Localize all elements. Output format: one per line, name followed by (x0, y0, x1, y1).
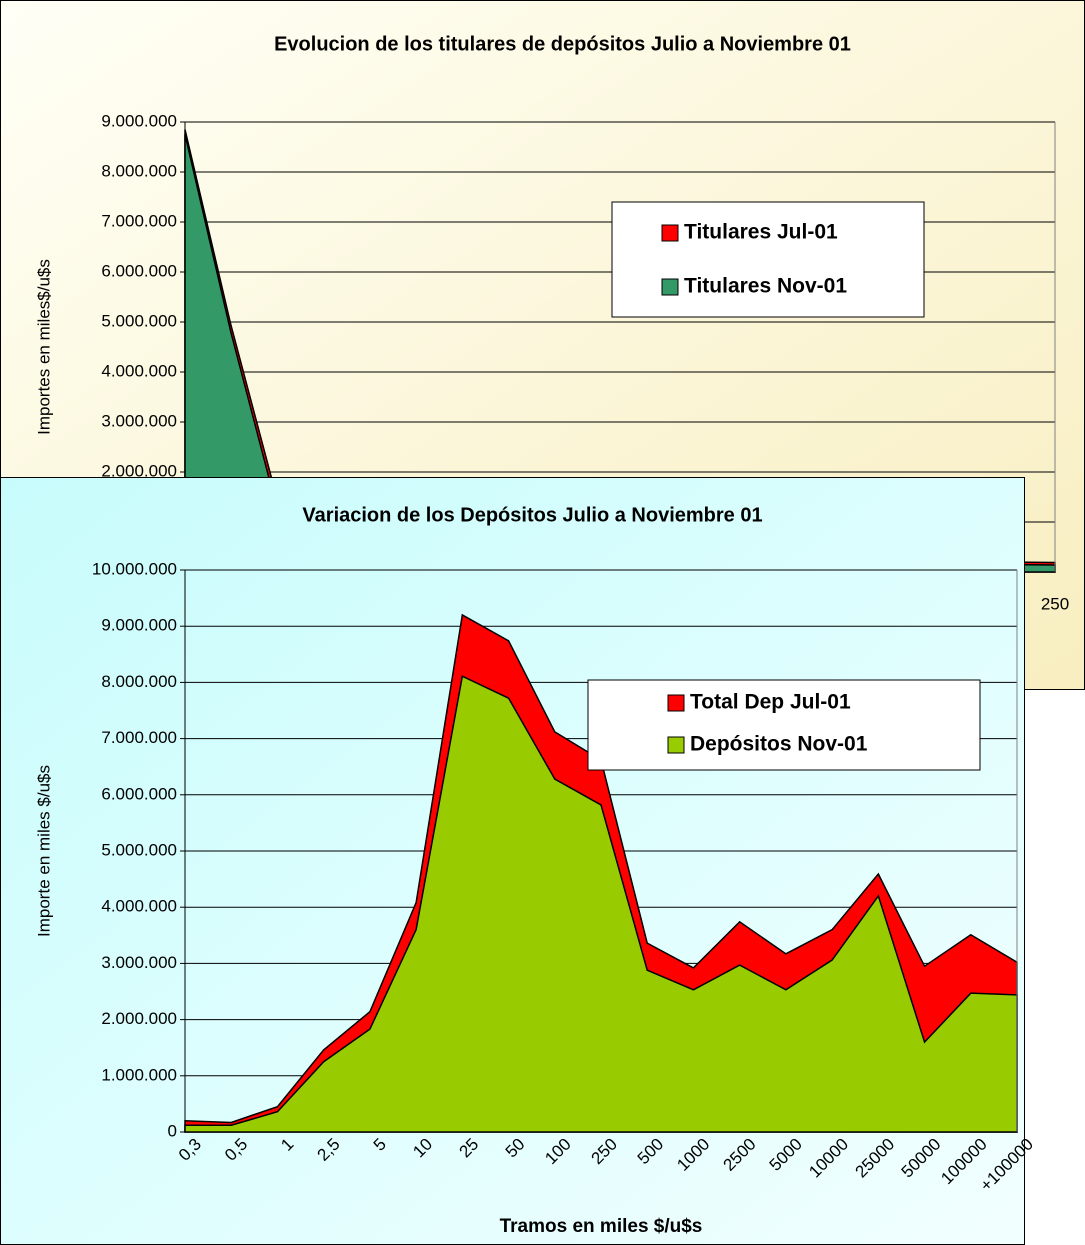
x-axis-title: Tramos en miles $/u$s (500, 1216, 703, 1237)
legend (611, 201, 925, 318)
y-tick-label: 2.000.000 (101, 1009, 177, 1028)
y-tick-label: 6.000.000 (101, 261, 177, 280)
y-tick-label: 3.000.000 (101, 953, 177, 972)
y-axis-title: Importes en miles$/u$s (34, 259, 53, 435)
y-tick-label: 9.000.000 (101, 616, 177, 635)
y-tick-label: 5.000.000 (101, 311, 177, 330)
y-tick-label: 10.000.000 (92, 559, 177, 578)
chart-front: Variacion de los Depósitos Julio a Novie… (0, 477, 1037, 1245)
y-tick-label: 7.000.000 (101, 728, 177, 747)
chart-title: Variacion de los Depósitos Julio a Novie… (302, 504, 762, 526)
legend-swatch (667, 736, 685, 754)
legend-label: Depósitos Nov-01 (690, 733, 868, 756)
area (184, 675, 1018, 1133)
legend-label: Titulares Nov-01 (684, 275, 847, 298)
y-tick-label: 3.000.000 (101, 411, 177, 430)
y-tick-label: 2.000.000 (101, 461, 177, 480)
y-tick-label: 8.000.000 (101, 672, 177, 691)
y-tick-label: 8.000.000 (101, 161, 177, 180)
legend-swatch (667, 694, 685, 712)
y-axis-title: Importe en miles $/u$s (34, 765, 53, 937)
y-tick-label: 0 (168, 1121, 177, 1140)
legend-swatch (661, 278, 679, 296)
x-tick-label: 250 (1041, 594, 1069, 613)
y-tick-label: 6.000.000 (101, 784, 177, 803)
y-tick-label: 1.000.000 (101, 1065, 177, 1084)
legend (587, 679, 981, 771)
legend-label: Titulares Jul-01 (684, 221, 838, 244)
y-tick-label: 7.000.000 (101, 211, 177, 230)
y-tick-label: 4.000.000 (101, 361, 177, 380)
y-tick-label: 4.000.000 (101, 897, 177, 916)
chart-title: Evolucion de los titulares de depósitos … (274, 33, 851, 55)
legend-swatch (661, 224, 679, 242)
legend-label: Total Dep Jul-01 (690, 691, 851, 714)
y-tick-label: 5.000.000 (101, 840, 177, 859)
y-tick-label: 9.000.000 (101, 111, 177, 130)
